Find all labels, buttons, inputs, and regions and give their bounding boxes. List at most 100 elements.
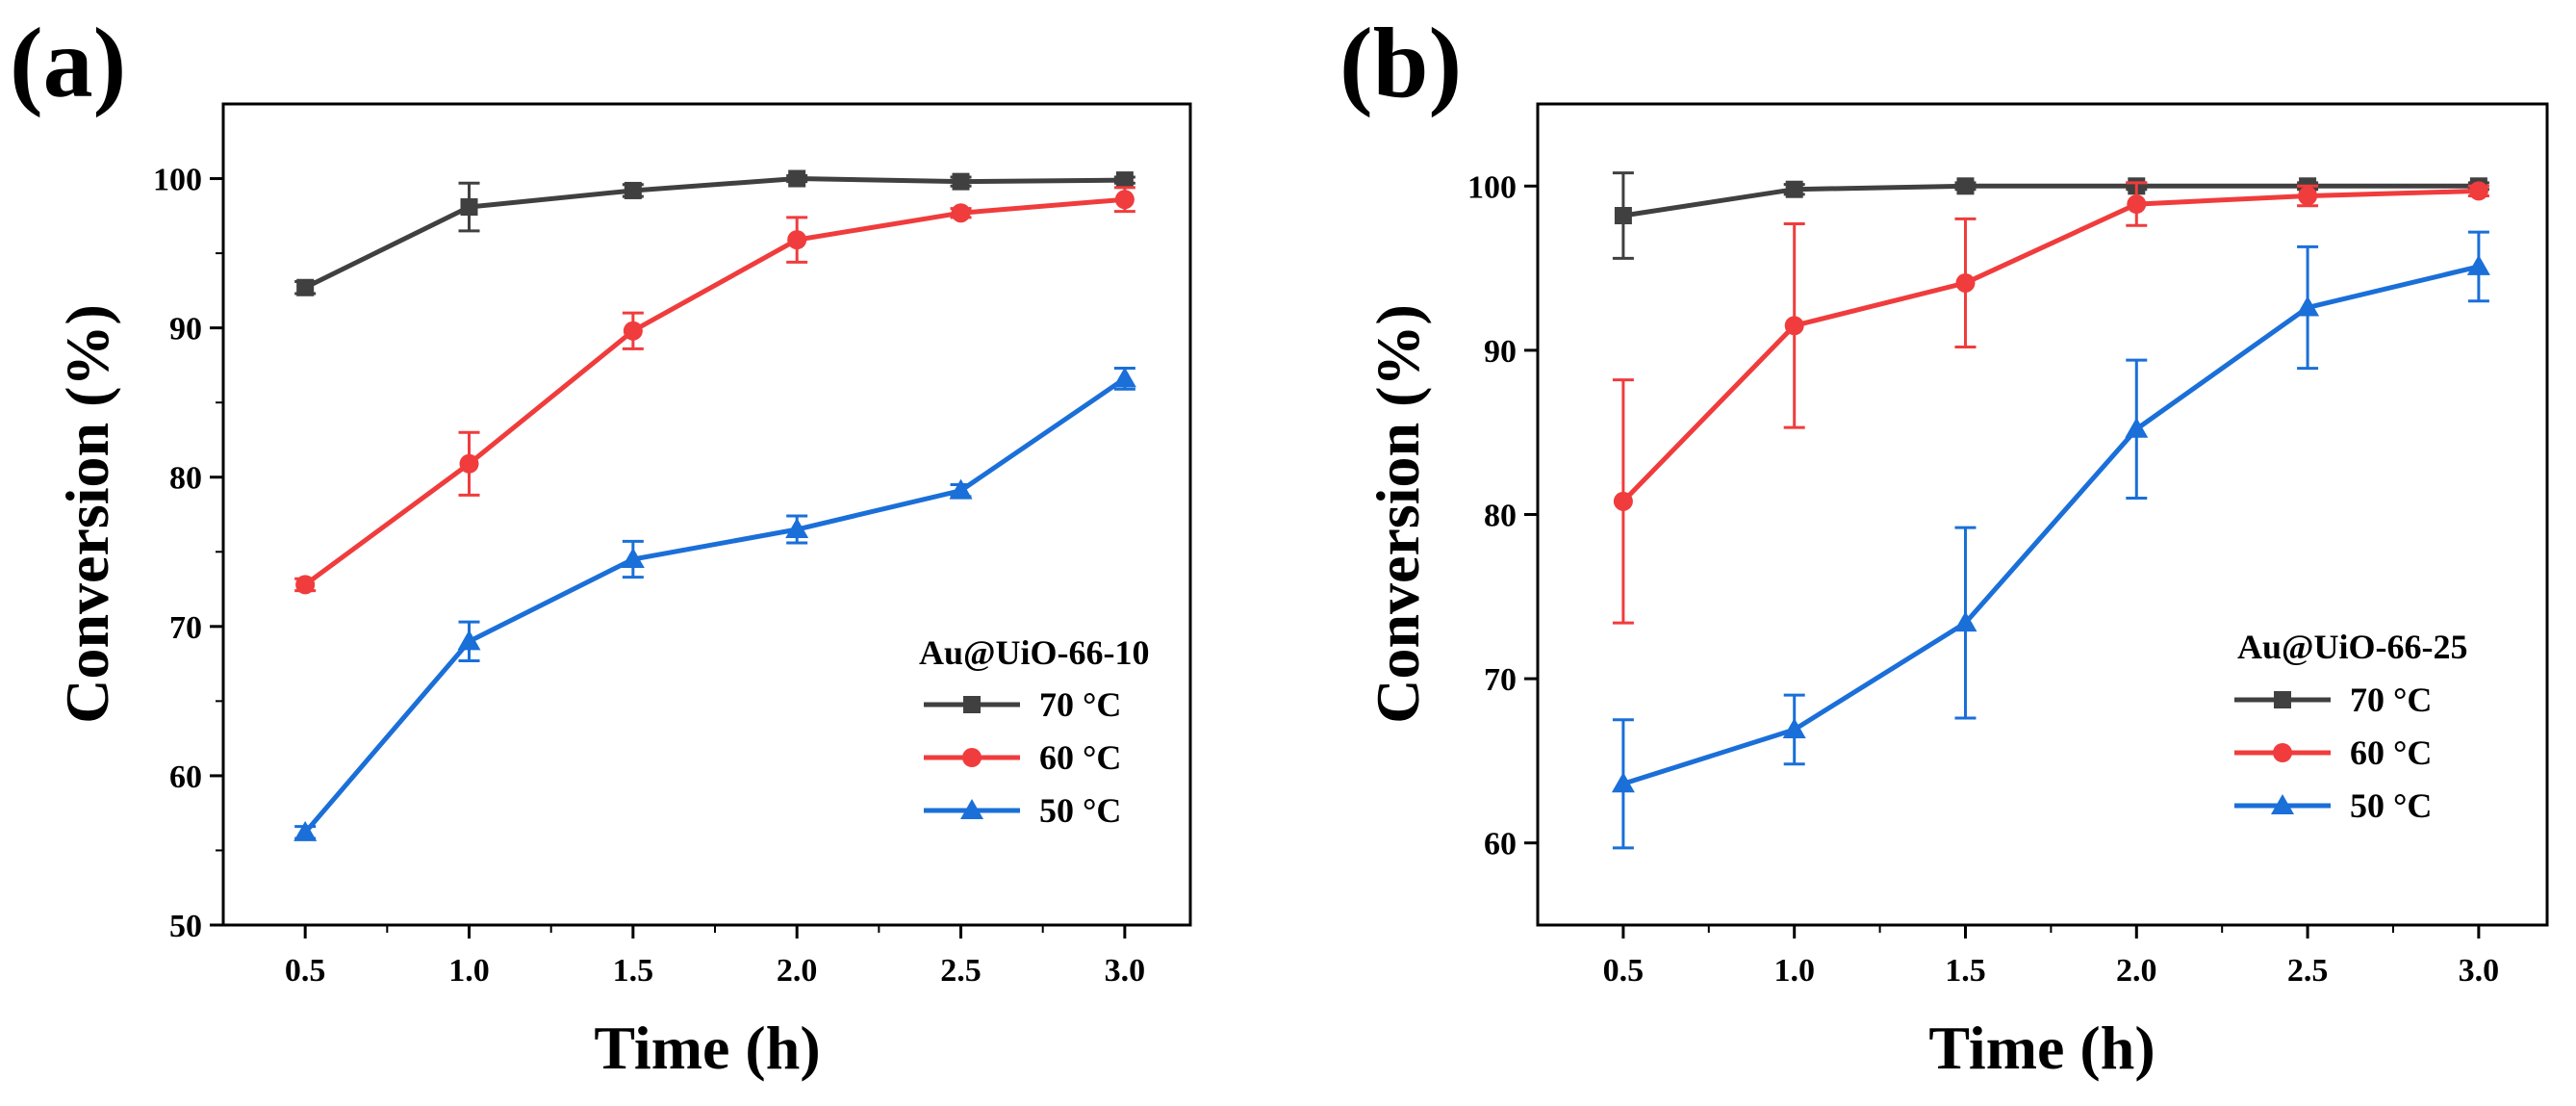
x-axis-title-b: Time (h) [1928,1014,2155,1082]
legend-label: 60 °C [2350,733,2432,772]
series-line [303,376,1127,835]
x-tick-label: 3.0 [1105,953,1146,989]
y-tick-label: 100 [1467,169,1517,205]
y-tick-label: 80 [169,461,202,497]
axis-ticks-b [1524,184,2481,939]
y-tick-label: 90 [1484,334,1517,370]
data-point [2296,296,2320,317]
data-point [457,630,481,651]
data-point [785,518,809,539]
data-point [623,321,643,341]
data-point [2298,186,2318,206]
y-tick-label: 70 [169,610,202,646]
data-point [1955,272,1976,293]
legend-item: 50 °C [2234,786,2432,825]
series-triangle-a [293,367,1136,841]
data-point [459,453,479,474]
y-axis-title-b: Conversion (%) [1364,304,1432,724]
data-point [1115,171,1134,190]
data-point [296,278,315,296]
data-point [1956,177,1975,195]
legend-label: 70 °C [2350,681,2432,719]
panel-b: (b) 0.5 1.0 1.5 2.0 2.5 3.0 60 70 80 90 100 Time (… [1339,8,2549,1082]
x-tick-label: 2.5 [2287,953,2329,989]
y-tick-label: 100 [153,163,202,198]
data-point [293,820,318,841]
data-point [1784,316,1804,336]
legend-marker [2274,691,2291,708]
legend-title-b: Au@UiO-66-25 [2237,628,2467,666]
legend-marker [960,799,983,819]
tick-labels-b: 0.5 1.0 1.5 2.0 2.5 3.0 60 70 80 90 100 [1467,169,2499,989]
series-circle-b [1612,181,2489,625]
series-line [1622,183,2479,219]
data-point [1114,190,1135,210]
series-layer-a [293,169,1136,841]
x-tick-label: 1.0 [448,953,490,989]
y-tick-label: 60 [169,759,202,795]
data-point [787,230,807,250]
data-point [951,203,971,223]
legend-item: 70 °C [924,685,1121,724]
legend-a: Au@UiO-66-10 70 °C 60 °C 50 °C [919,633,1149,830]
x-tick-label: 2.0 [777,953,818,989]
data-point [1112,367,1136,388]
y-tick-label: 70 [1484,662,1517,698]
data-point [949,478,973,500]
data-point [2466,254,2490,275]
series-line [303,196,1126,587]
y-tick-label: 60 [1484,827,1517,862]
data-point [1782,717,1806,738]
legend-marker [962,748,982,767]
legend-title-a: Au@UiO-66-10 [919,633,1149,672]
x-tick-label: 3.0 [2459,953,2500,989]
x-tick-label: 0.5 [1603,953,1645,989]
series-line [1622,264,2480,786]
data-point [952,172,970,191]
legend-items-a: 70 °C 60 °C 50 °C [924,685,1121,830]
series-layer-b [1611,171,2490,850]
data-point [295,575,316,595]
legend-item: 50 °C [924,791,1121,830]
x-tick-label: 1.5 [613,953,654,989]
legend-marker [2271,794,2294,814]
legend-label: 50 °C [2350,786,2432,825]
data-point [624,181,642,199]
panel-label-a: (a) [10,8,126,118]
legend-b: Au@UiO-66-25 70 °C 60 °C 50 °C [2234,628,2467,825]
x-tick-label: 1.5 [1945,953,1986,989]
data-point [2125,417,2149,438]
data-point [1611,772,1635,793]
plot-frame-a [221,102,1192,927]
panel-label-b: (b) [1339,8,1462,118]
panel-a: (a) 0.5 1.0 1.5 2.0 2.5 3.0 50 60 70 80 90 100 Time… [10,8,1192,1082]
data-point [1614,207,1632,225]
legend-marker [963,696,981,713]
x-tick-label: 1.0 [1773,953,1815,989]
data-point [2127,194,2147,215]
series-line [1621,188,2479,503]
axis-ticks-a [210,177,1127,939]
data-point [460,198,478,217]
y-tick-label: 90 [169,312,202,347]
legend-marker [2273,743,2292,762]
legend-item: 60 °C [2234,733,2432,772]
legend-item: 70 °C [2234,681,2432,719]
x-tick-label: 2.0 [2116,953,2157,989]
x-tick-label: 2.5 [940,953,982,989]
data-point [1613,491,1633,511]
data-point [1785,180,1803,198]
legend-label: 50 °C [1039,791,1121,830]
series-line [304,176,1125,291]
legend-item: 60 °C [924,738,1121,777]
x-axis-title-a: Time (h) [594,1014,820,1082]
series-triangle-b [1611,230,2490,850]
legend-label: 60 °C [1039,738,1121,777]
y-axis-title-a: Conversion (%) [53,304,121,724]
tick-labels-a: 0.5 1.0 1.5 2.0 2.5 3.0 50 60 70 80 90 100 [153,163,1145,989]
data-point [621,548,645,569]
data-point [1953,611,1977,632]
y-tick-label: 80 [1484,499,1517,534]
legend-label: 70 °C [1039,685,1121,724]
series-square-a [294,169,1135,296]
